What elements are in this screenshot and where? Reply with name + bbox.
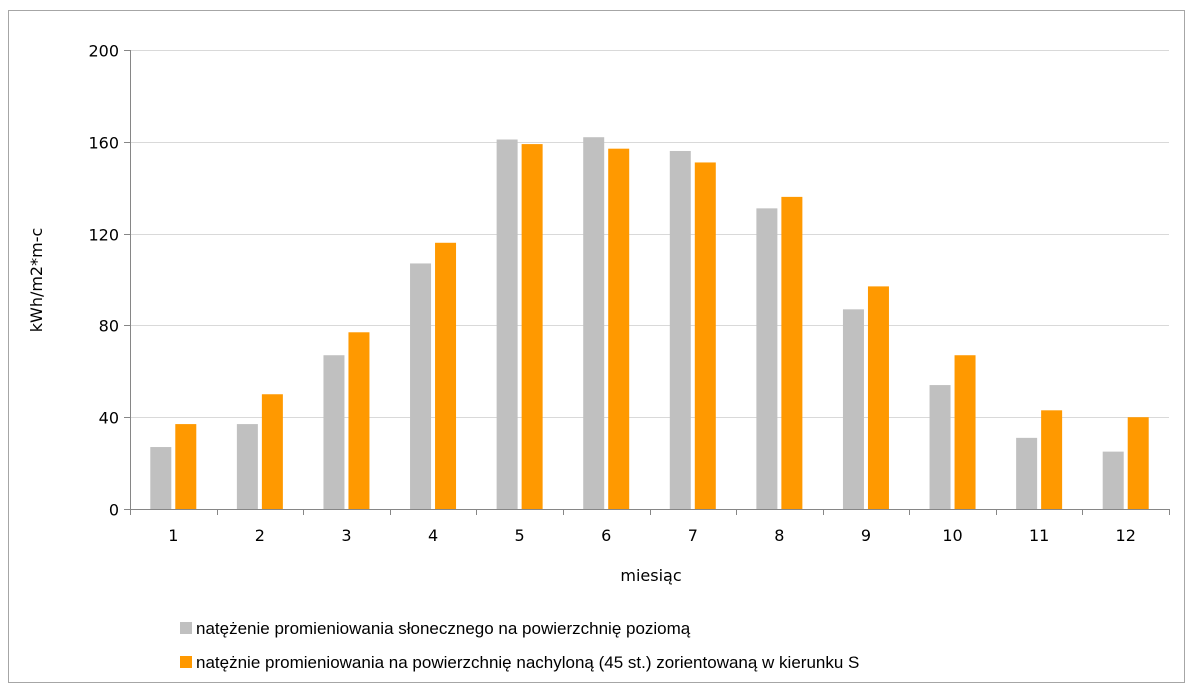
bar-series-1-month-3	[323, 355, 345, 509]
bar-series-2-month-6	[608, 148, 630, 509]
bar-series-1-month-2	[236, 424, 258, 509]
y-tick-label: 120	[88, 226, 119, 245]
x-axis-title: miesiąc	[620, 566, 681, 585]
x-tick-label: 11	[1029, 526, 1049, 545]
bar-series-1-month-6	[583, 137, 605, 509]
x-tick-label: 6	[601, 526, 611, 545]
bar-series-2-month-4	[435, 242, 457, 509]
bar-series-2-month-3	[348, 332, 370, 509]
bar-series-1-month-10	[929, 385, 951, 509]
bar-series-1-month-5	[496, 139, 518, 509]
bar-series-1-month-4	[410, 263, 432, 509]
bar-series-2-month-5	[521, 144, 543, 509]
bar-series-2-month-9	[867, 286, 889, 509]
y-tick-label: 80	[99, 317, 119, 336]
x-tick-label: 10	[942, 526, 962, 545]
legend: natężenie promieniowania słonecznego na …	[180, 619, 859, 672]
y-tick-labels: 0 40 80 120 160 200	[88, 42, 119, 520]
bar-series-1-month-1	[150, 447, 172, 509]
x-tick-label: 8	[774, 526, 784, 545]
bars	[150, 137, 1149, 510]
x-tick-label: 1	[168, 526, 178, 545]
bar-series-2-month-11	[1041, 410, 1063, 509]
bar-series-2-month-8	[781, 196, 803, 509]
x-tick-label: 3	[341, 526, 351, 545]
y-tick-label: 200	[88, 42, 119, 61]
legend-label-series-2: natężnie promieniowania na powierzchnię …	[196, 653, 859, 672]
bar-series-2-month-10	[954, 355, 976, 509]
bar-series-2-month-2	[261, 394, 283, 509]
x-tick-label: 4	[428, 526, 438, 545]
bar-series-1-month-7	[669, 150, 691, 510]
y-tick-label: 0	[109, 501, 119, 520]
legend-swatch-series-1	[180, 622, 192, 634]
y-tick-label: 40	[99, 409, 119, 428]
bar-series-2-month-7	[694, 162, 716, 509]
bar-series-2-month-1	[175, 424, 197, 509]
x-tick-label: 7	[688, 526, 698, 545]
y-axis-title: kWh/m2*m-c	[27, 228, 46, 333]
gridlines	[130, 50, 1169, 418]
axes	[124, 50, 1170, 515]
x-tick-label: 5	[515, 526, 525, 545]
y-tick-label: 160	[88, 134, 119, 153]
bar-series-1-month-9	[842, 309, 864, 509]
x-tick-label: 9	[861, 526, 871, 545]
legend-swatch-series-2	[180, 656, 192, 668]
legend-label-series-1: natężenie promieniowania słonecznego na …	[196, 619, 691, 638]
x-tick-label: 12	[1116, 526, 1136, 545]
bar-series-1-month-11	[1016, 437, 1038, 509]
bar-series-1-month-8	[756, 208, 778, 510]
x-tick-label: 2	[255, 526, 265, 545]
x-tick-labels: 1 2 3 4 5 6 7 8 9 10 11 12	[168, 526, 1136, 545]
bar-series-1-month-12	[1102, 451, 1124, 509]
bar-series-2-month-12	[1127, 417, 1149, 509]
